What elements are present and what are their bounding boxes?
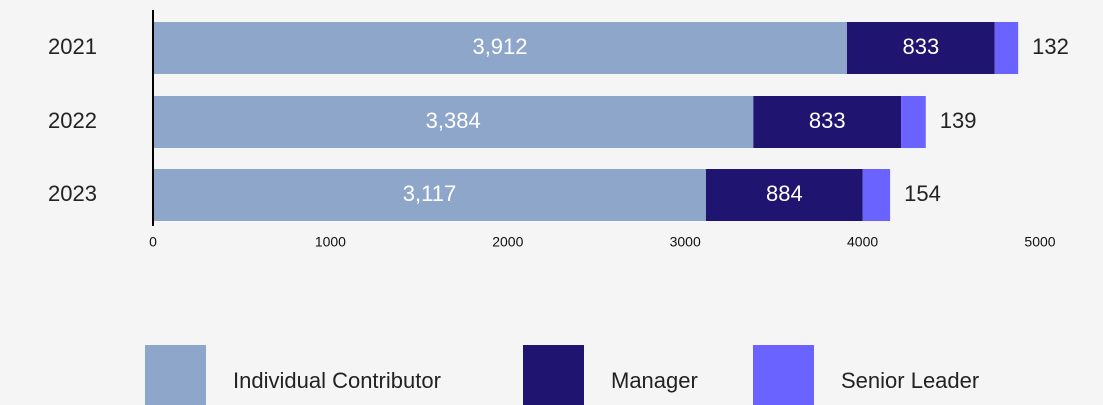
bar-segment bbox=[901, 96, 926, 148]
bar-segment bbox=[994, 22, 1019, 74]
legend-label: Manager bbox=[611, 368, 698, 393]
data-label: 833 bbox=[903, 34, 940, 59]
data-label: 3,384 bbox=[426, 108, 481, 133]
bar-segment bbox=[753, 96, 902, 148]
data-label: 884 bbox=[766, 181, 803, 206]
y-tick-label: 2022 bbox=[48, 108, 97, 133]
bar-segment bbox=[153, 96, 754, 148]
bar-segment bbox=[862, 169, 891, 221]
bar-segment bbox=[153, 169, 706, 221]
x-tick-label: 2000 bbox=[492, 234, 523, 250]
legend-swatch bbox=[753, 345, 814, 405]
bar-segment bbox=[705, 169, 863, 221]
data-label: 3,117 bbox=[403, 181, 456, 206]
data-label: 139 bbox=[940, 108, 977, 133]
y-tick-label: 2021 bbox=[48, 34, 97, 59]
x-tick-label: 5000 bbox=[1024, 234, 1055, 250]
bar-segment bbox=[846, 22, 995, 74]
legend-label: Senior Leader bbox=[841, 368, 979, 393]
legend-swatch bbox=[145, 345, 206, 405]
y-tick-label: 2023 bbox=[48, 181, 97, 206]
data-label: 3,912 bbox=[472, 34, 527, 59]
data-label: 132 bbox=[1032, 34, 1069, 59]
data-label: 154 bbox=[904, 181, 941, 206]
legend-swatch bbox=[523, 345, 584, 405]
x-tick-label: 0 bbox=[149, 234, 157, 250]
bar-segment bbox=[153, 22, 847, 74]
data-label: 833 bbox=[809, 108, 846, 133]
x-tick-label: 3000 bbox=[670, 234, 701, 250]
legend-label: Individual Contributor bbox=[233, 368, 441, 393]
x-tick-label: 1000 bbox=[315, 234, 346, 250]
x-tick-label: 4000 bbox=[847, 234, 878, 250]
